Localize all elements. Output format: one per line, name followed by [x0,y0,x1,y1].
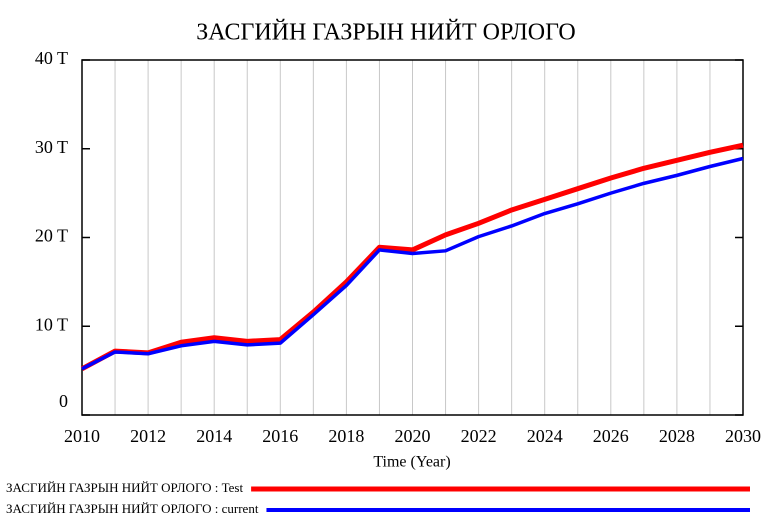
series-line [81,156,744,371]
x-tick-label: 2024 [527,426,563,446]
x-tick-label: 2010 [64,426,100,446]
x-tick-label: 2026 [593,426,629,446]
x-tick-label: 2018 [328,426,364,446]
y-tick-label: 40 T [35,48,68,68]
x-tick-label: 2016 [262,426,298,446]
legend-label: ЗАСГИЙН ГАЗРЫН НИЙТ ОРЛОГО : Test [6,480,243,495]
x-tick-label: 2012 [130,426,166,446]
x-tick-label: 2022 [461,426,497,446]
x-tick-label: 2028 [659,426,695,446]
chart-title: ЗАСГИЙН ГАЗРЫН НИЙТ ОРЛОГО [196,20,575,46]
x-tick-label: 2030 [725,426,761,446]
x-tick-label: 2020 [395,426,431,446]
y-tick-label: 0 [59,391,68,411]
x-axis-label: Time (Year) [373,454,450,471]
legend-label: ЗАСГИЙН ГАЗРЫН НИЙТ ОРЛОГО : current [6,501,259,516]
y-tick-label: 20 T [35,226,68,246]
y-tick-label: 10 T [35,314,68,334]
x-tick-label: 2014 [196,426,232,446]
y-tick-label: 30 T [35,137,68,157]
series-line [80,142,744,372]
plot-frame [81,59,744,416]
